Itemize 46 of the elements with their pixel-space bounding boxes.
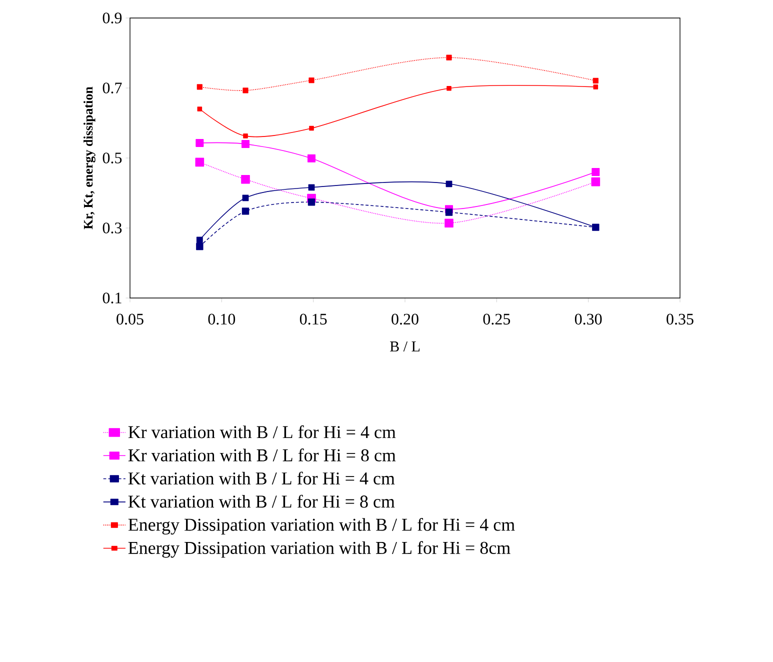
legend-label: Kr variation with B / L for Hi = 8 cm [128,448,396,462]
point [591,177,600,186]
point [242,88,248,94]
x-tick-label: 0.25 [483,314,510,325]
point [446,86,452,91]
point [308,184,315,191]
x-tick-label: 0.20 [392,314,418,325]
legend-label: Energy Dissipation variation with B / L for Hi = 4 cm [128,518,515,535]
point [242,208,250,215]
x-axis-title: B / L [390,341,420,352]
point [308,78,314,84]
y-tick-label: 0.5 [102,152,122,164]
x-tick-label: 0.05 [116,314,144,325]
x-tick-label: 0.30 [574,314,602,325]
x-tick-label: 0.10 [208,314,236,325]
point [446,54,452,60]
y-tick-label: 0.9 [102,12,122,24]
x-tick-label: 0.35 [666,314,694,325]
point [197,106,202,112]
legend-label: Energy Dissipation variation with B / L for Hi = 8cm [128,541,510,558]
point [592,78,598,84]
point [308,198,316,206]
point [242,140,250,148]
point [593,84,598,90]
y-axis-title: Kr, Kt, energy dissipation [84,86,96,230]
point [243,134,248,138]
legend-label: Kt variation with B / L for Hi = 4 cm [128,472,395,485]
x-tick-label: 0.15 [300,314,327,325]
point [308,154,316,162]
point [196,242,204,250]
point [446,180,452,188]
y-tick-label: 0.1 [102,292,122,304]
point [309,126,314,131]
point [195,158,204,167]
point [196,236,203,244]
point [444,218,454,228]
y-tick-label: 0.3 [102,222,122,234]
point [196,138,204,147]
point [445,208,453,216]
point [592,168,600,176]
legend-label: Kr variation with B / L for Hi = 4 cm [128,425,396,438]
legend-label: Kt variation with B / L for Hi = 8 cm [128,494,395,508]
point [241,174,250,184]
y-tick-label: 0.7 [102,82,122,94]
point [196,84,202,90]
point [242,194,249,202]
